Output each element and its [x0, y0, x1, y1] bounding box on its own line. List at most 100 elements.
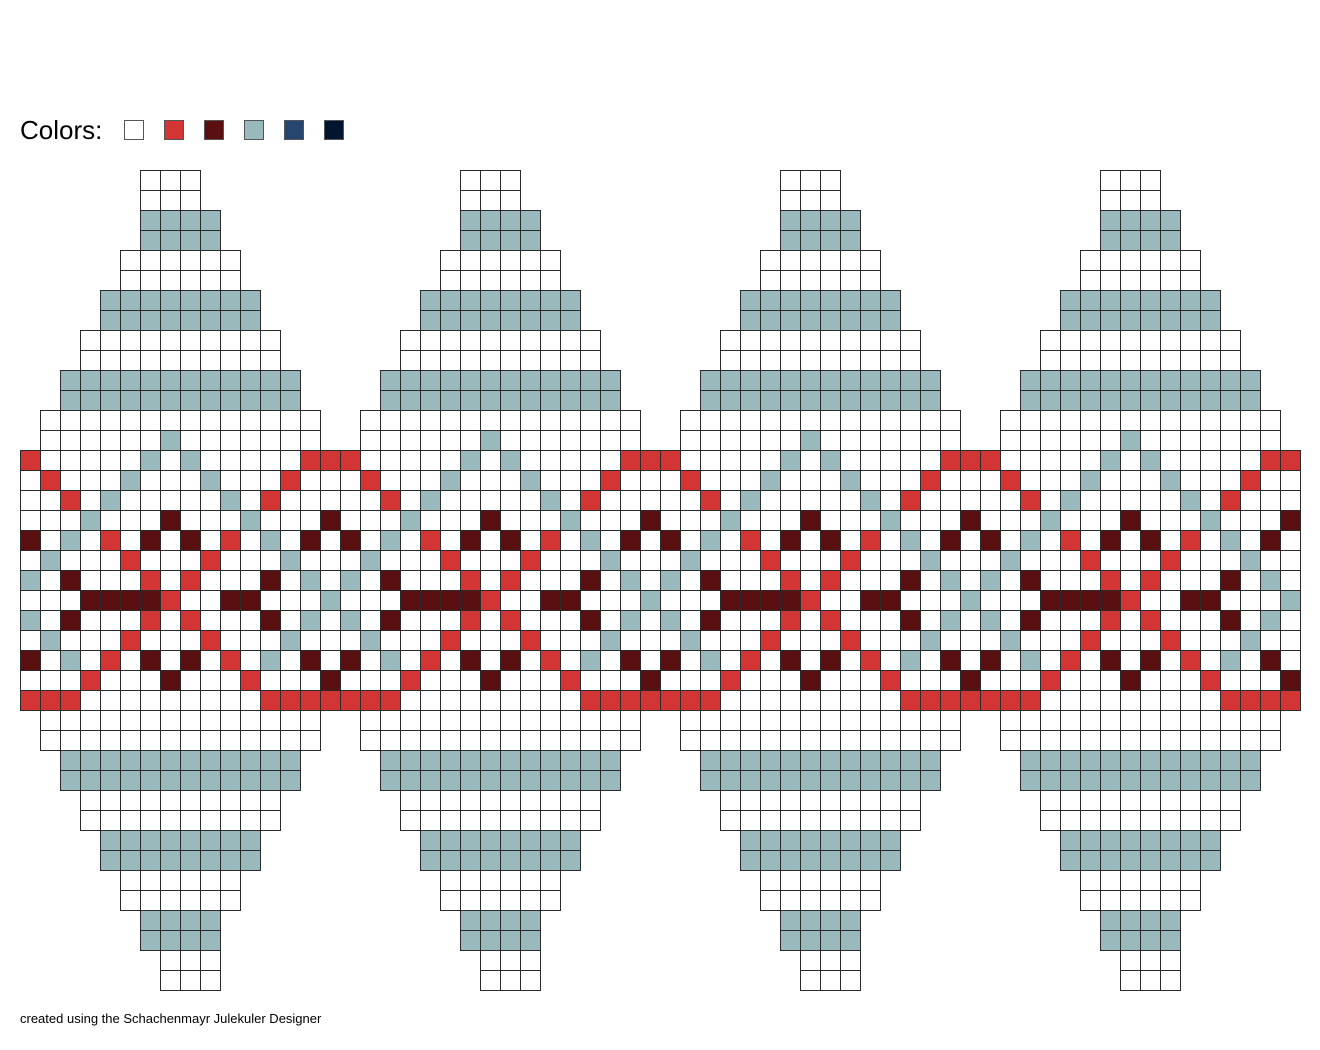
pattern-cell[interactable]: [520, 750, 541, 771]
pattern-cell[interactable]: [500, 210, 521, 231]
pattern-cell[interactable]: [400, 510, 421, 531]
pattern-cell[interactable]: [100, 430, 121, 451]
pattern-cell[interactable]: [800, 370, 821, 391]
pattern-cell[interactable]: [480, 770, 501, 791]
pattern-cell[interactable]: [120, 870, 141, 891]
pattern-cell[interactable]: [60, 430, 81, 451]
pattern-cell[interactable]: [880, 810, 901, 831]
pattern-cell[interactable]: [740, 290, 761, 311]
pattern-cell[interactable]: [1120, 710, 1141, 731]
pattern-cell[interactable]: [1080, 850, 1101, 871]
pattern-cell[interactable]: [760, 530, 781, 551]
pattern-cell[interactable]: [240, 810, 261, 831]
pattern-cell[interactable]: [1160, 610, 1181, 631]
pattern-cell[interactable]: [280, 630, 301, 651]
pattern-cell[interactable]: [40, 610, 61, 631]
pattern-cell[interactable]: [560, 690, 581, 711]
pattern-cell[interactable]: [860, 670, 881, 691]
pattern-cell[interactable]: [840, 570, 861, 591]
pattern-cell[interactable]: [180, 910, 201, 931]
pattern-cell[interactable]: [780, 470, 801, 491]
pattern-cell[interactable]: [1260, 690, 1281, 711]
pattern-cell[interactable]: [1200, 510, 1221, 531]
pattern-cell[interactable]: [1000, 630, 1021, 651]
pattern-cell[interactable]: [1100, 730, 1121, 751]
pattern-cell[interactable]: [460, 770, 481, 791]
pattern-cell[interactable]: [840, 730, 861, 751]
pattern-cell[interactable]: [880, 690, 901, 711]
pattern-cell[interactable]: [880, 430, 901, 451]
pattern-cell[interactable]: [980, 510, 1001, 531]
pattern-cell[interactable]: [560, 770, 581, 791]
pattern-cell[interactable]: [800, 910, 821, 931]
pattern-cell[interactable]: [780, 750, 801, 771]
pattern-cell[interactable]: [1180, 370, 1201, 391]
pattern-cell[interactable]: [1180, 310, 1201, 331]
pattern-cell[interactable]: [160, 270, 181, 291]
pattern-cell[interactable]: [1100, 930, 1121, 951]
pattern-cell[interactable]: [1120, 970, 1141, 991]
pattern-cell[interactable]: [960, 450, 981, 471]
pattern-cell[interactable]: [100, 690, 121, 711]
pattern-cell[interactable]: [380, 390, 401, 411]
pattern-cell[interactable]: [180, 850, 201, 871]
pattern-cell[interactable]: [900, 750, 921, 771]
pattern-cell[interactable]: [140, 670, 161, 691]
pattern-cell[interactable]: [160, 910, 181, 931]
pattern-cell[interactable]: [1080, 790, 1101, 811]
pattern-cell[interactable]: [1280, 670, 1301, 691]
pattern-cell[interactable]: [1200, 330, 1221, 351]
pattern-cell[interactable]: [160, 650, 181, 671]
pattern-cell[interactable]: [140, 430, 161, 451]
pattern-cell[interactable]: [100, 570, 121, 591]
pattern-cell[interactable]: [800, 850, 821, 871]
pattern-cell[interactable]: [1200, 490, 1221, 511]
pattern-cell[interactable]: [980, 610, 1001, 631]
pattern-cell[interactable]: [1040, 630, 1061, 651]
pattern-cell[interactable]: [1040, 750, 1061, 771]
pattern-cell[interactable]: [320, 470, 341, 491]
pattern-cell[interactable]: [280, 670, 301, 691]
pattern-cell[interactable]: [480, 390, 501, 411]
pattern-cell[interactable]: [180, 970, 201, 991]
pattern-cell[interactable]: [760, 630, 781, 651]
pattern-cell[interactable]: [1240, 550, 1261, 571]
pattern-cell[interactable]: [1000, 550, 1021, 571]
pattern-cell[interactable]: [320, 510, 341, 531]
pattern-cell[interactable]: [440, 850, 461, 871]
pattern-cell[interactable]: [120, 430, 141, 451]
pattern-cell[interactable]: [560, 310, 581, 331]
pattern-cell[interactable]: [520, 530, 541, 551]
pattern-cell[interactable]: [360, 550, 381, 571]
pattern-cell[interactable]: [640, 610, 661, 631]
pattern-cell[interactable]: [860, 350, 881, 371]
pattern-cell[interactable]: [820, 590, 841, 611]
pattern-cell[interactable]: [780, 630, 801, 651]
pattern-cell[interactable]: [260, 750, 281, 771]
pattern-cell[interactable]: [140, 230, 161, 251]
pattern-cell[interactable]: [260, 430, 281, 451]
pattern-cell[interactable]: [220, 630, 241, 651]
pattern-cell[interactable]: [620, 590, 641, 611]
pattern-cell[interactable]: [120, 630, 141, 651]
pattern-cell[interactable]: [1160, 890, 1181, 911]
pattern-cell[interactable]: [360, 530, 381, 551]
pattern-cell[interactable]: [1180, 890, 1201, 911]
pattern-cell[interactable]: [980, 570, 1001, 591]
pattern-cell[interactable]: [920, 570, 941, 591]
pattern-cell[interactable]: [900, 430, 921, 451]
pattern-cell[interactable]: [120, 270, 141, 291]
pattern-cell[interactable]: [880, 510, 901, 531]
pattern-cell[interactable]: [460, 550, 481, 571]
pattern-cell[interactable]: [1100, 190, 1121, 211]
pattern-cell[interactable]: [720, 550, 741, 571]
pattern-cell[interactable]: [380, 750, 401, 771]
pattern-cell[interactable]: [880, 670, 901, 691]
pattern-cell[interactable]: [20, 490, 41, 511]
pattern-cell[interactable]: [800, 710, 821, 731]
pattern-cell[interactable]: [60, 570, 81, 591]
pattern-cell[interactable]: [820, 890, 841, 911]
pattern-cell[interactable]: [1080, 310, 1101, 331]
pattern-cell[interactable]: [500, 610, 521, 631]
pattern-cell[interactable]: [460, 570, 481, 591]
